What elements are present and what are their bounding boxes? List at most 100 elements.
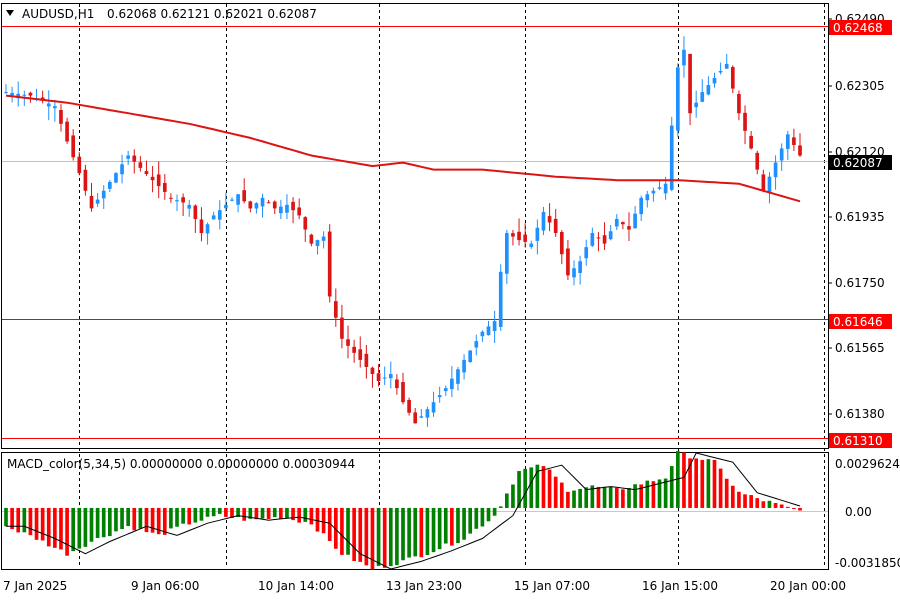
candle-body — [407, 400, 411, 413]
macd-bar — [83, 507, 88, 547]
macd-bar — [10, 507, 14, 530]
macd-bar — [773, 502, 778, 508]
macd-bar — [596, 486, 601, 508]
macd-bar — [645, 480, 650, 508]
candle-body — [248, 201, 253, 209]
candle-body — [651, 190, 656, 194]
macd-bar — [352, 507, 356, 562]
macd-bar — [682, 452, 686, 508]
macd-bar — [627, 488, 631, 508]
candle-body — [718, 70, 723, 73]
candle-body — [767, 176, 772, 192]
macd-bar — [761, 501, 766, 508]
candle-body — [474, 341, 479, 348]
macd-tick: 0.0029624 — [835, 457, 900, 471]
macd-bar — [584, 487, 589, 508]
candle-body — [456, 369, 460, 384]
candle-body — [676, 67, 680, 131]
candle-body — [724, 63, 729, 69]
candle-body — [370, 367, 375, 374]
candle-body — [181, 197, 185, 203]
time-tick: 13 Jan 23:00 — [386, 579, 462, 593]
macd-bar — [53, 507, 57, 548]
resistance-price-badge — [829, 20, 892, 35]
candle-body — [639, 197, 644, 215]
support-price-text: 0.61646 — [833, 315, 883, 329]
macd-bar — [657, 479, 662, 508]
macd-bar — [498, 506, 503, 508]
candle-body — [590, 233, 595, 246]
candle-body — [279, 206, 283, 214]
time-tick: 16 Jan 15:00 — [642, 579, 718, 593]
candle-body — [700, 92, 705, 102]
candle-body — [346, 339, 350, 346]
macd-bar — [77, 507, 82, 549]
macd-bar — [303, 507, 308, 522]
macd-bar — [749, 495, 753, 508]
candle-body — [71, 135, 76, 158]
price-tick: 0.61750 — [835, 276, 885, 290]
macd-bar — [712, 459, 717, 508]
low-price-text: 0.61310 — [833, 434, 883, 448]
candle-body — [211, 215, 216, 220]
candle-body — [578, 261, 582, 273]
candle-body — [65, 121, 69, 142]
candle-body — [443, 388, 448, 392]
candle-body — [224, 204, 228, 209]
price-tick: 0.61565 — [835, 341, 885, 355]
macd-bar — [254, 507, 259, 520]
macd-bar — [199, 507, 204, 521]
candle-body — [529, 243, 534, 247]
macd-bar — [462, 507, 466, 540]
macd-bar — [266, 507, 271, 520]
macd-bar — [785, 506, 790, 508]
candle-body — [358, 349, 363, 360]
macd-bar — [633, 484, 637, 508]
macd-bar — [211, 507, 216, 517]
candle-body — [22, 94, 27, 96]
macd-bar — [590, 485, 595, 508]
macd-bar — [120, 507, 124, 530]
macd-bar — [358, 507, 363, 562]
candle-body — [327, 231, 332, 297]
macd-bar — [443, 507, 448, 544]
macd-bar — [181, 507, 185, 524]
macd-bar — [792, 507, 796, 509]
candle-body — [621, 222, 625, 225]
candle-body — [144, 171, 149, 175]
macd-bar — [572, 490, 576, 508]
candle-body — [59, 110, 63, 124]
candle-body — [517, 231, 521, 241]
macd-bar — [272, 507, 277, 518]
time-axis: 7 Jan 2025 9 Jan 06:00 10 Jan 14:00 13 J… — [3, 579, 846, 593]
macd-bar — [205, 507, 210, 517]
candle-body — [779, 148, 784, 161]
candle-body — [431, 402, 436, 413]
macd-bar — [65, 507, 69, 556]
candle-body — [792, 137, 796, 145]
candle-body — [627, 226, 631, 230]
macd-bar — [718, 468, 723, 508]
candle-body — [425, 409, 430, 418]
macd-bar — [248, 507, 253, 519]
candle-body — [547, 216, 552, 223]
macd-bar — [450, 507, 454, 546]
macd-histogram — [4, 451, 802, 570]
candle-body — [584, 247, 589, 259]
candle-body — [737, 94, 741, 114]
macd-bar — [419, 507, 424, 558]
candle-body — [321, 236, 326, 241]
candle-body — [468, 350, 473, 362]
macd-bar — [559, 482, 564, 508]
macd-signal-line — [6, 452, 801, 570]
candle-body — [162, 183, 167, 192]
macd-bar — [541, 466, 546, 508]
triangle-down-icon[interactable] — [6, 10, 14, 16]
candle-body — [260, 197, 265, 207]
main-chart-frame — [1, 3, 829, 449]
macd-bar — [315, 507, 320, 532]
macd-bar — [730, 485, 735, 508]
macd-bar — [4, 507, 8, 527]
macd-bar — [755, 498, 760, 508]
